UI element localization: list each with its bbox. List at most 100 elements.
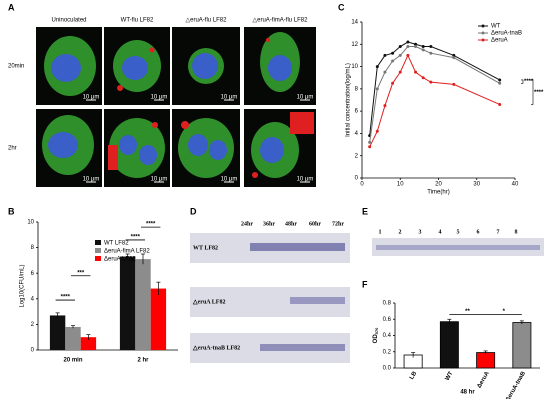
scale-bar-label: 10 μm xyxy=(297,177,314,183)
lane-label: 7 xyxy=(497,229,500,235)
y-tick-label: 0.8 xyxy=(383,301,392,307)
significance-label: *** xyxy=(77,270,85,276)
microscopy-grid xyxy=(36,27,316,187)
panel-label: F xyxy=(362,279,368,289)
y-tick-label: 6 xyxy=(31,271,35,277)
y-tick-label: 8 xyxy=(355,86,359,92)
scale-bar-label: 10 μm xyxy=(221,95,238,101)
bar xyxy=(512,322,532,369)
significance-label: ** xyxy=(465,309,470,315)
y-axis-label: Log10(CFU/mL) xyxy=(20,264,26,307)
y-tick-label: 4 xyxy=(355,131,359,137)
y-axis-label: OD570 xyxy=(373,327,379,343)
point xyxy=(498,81,502,85)
bar xyxy=(119,256,136,350)
lane-label: 5 xyxy=(457,229,460,235)
legend-label: ΔeruA LF82 xyxy=(104,257,136,263)
y-axis-label-main: OD xyxy=(373,334,379,344)
x-axis-label: Time(hr) xyxy=(427,190,449,196)
x-axis-label: 48 hr xyxy=(460,390,475,396)
panel-label: C xyxy=(338,2,345,12)
legend-swatch xyxy=(95,248,101,253)
row-label: △eruA-tnaB LF82 xyxy=(192,344,240,351)
bar xyxy=(476,352,496,369)
column-label: 60hr xyxy=(309,221,321,227)
legend-label: ΔeruA-tnaB xyxy=(491,31,522,37)
column-label: Uninoculated xyxy=(51,18,86,24)
legend-label: WT xyxy=(491,24,501,30)
y-tick-label: 2 xyxy=(355,153,359,159)
y-tick-label: 0.6 xyxy=(383,317,392,323)
point xyxy=(398,70,402,74)
lane-label: 2 xyxy=(399,229,402,235)
row-label: 20min xyxy=(8,64,24,70)
point xyxy=(368,140,372,144)
x-tick-label: 20 min xyxy=(63,358,82,364)
column-label: 36hr xyxy=(263,221,275,227)
panel-label: D xyxy=(190,206,197,216)
point xyxy=(383,104,387,108)
legend-swatch xyxy=(95,240,101,245)
legend-label: ΔeruA-fimA LF82 xyxy=(104,249,150,255)
point xyxy=(498,78,502,82)
lane-label: 3 xyxy=(419,229,422,235)
scale-bar-label: 10 μm xyxy=(151,177,168,183)
column-label: 72hr xyxy=(332,221,344,227)
legend-swatch xyxy=(95,256,101,261)
point xyxy=(429,51,433,55)
significance-label: * xyxy=(503,309,506,315)
point xyxy=(414,70,418,74)
significance-label: **** xyxy=(61,295,71,301)
y-tick-label: 0.4 xyxy=(383,333,392,339)
bar xyxy=(80,337,97,350)
point xyxy=(406,53,410,57)
x-tick-label: WT xyxy=(445,370,455,381)
scale-bar-label: 10 μm xyxy=(297,95,314,101)
y-tick-label: 4 xyxy=(31,296,35,302)
scale-bar-label: 10 μm xyxy=(83,177,100,183)
x-tick-label: 40 xyxy=(512,182,519,188)
significance-label: **** xyxy=(146,222,156,228)
point xyxy=(452,82,456,86)
y-axis-label-sub: 570 xyxy=(374,327,379,334)
point xyxy=(421,45,425,49)
column-label: 48hr xyxy=(285,221,297,227)
x-tick-label: 0 xyxy=(360,182,364,188)
point xyxy=(375,129,379,133)
series-line xyxy=(369,41,500,136)
bar xyxy=(65,326,81,350)
scale-bar-label: 10 μm xyxy=(83,95,100,101)
y-tick-label: 12 xyxy=(351,42,358,48)
row-label: WT LF82 xyxy=(193,245,218,251)
y-tick-label: 0 xyxy=(355,176,359,182)
legend-marker xyxy=(481,31,485,35)
point xyxy=(375,87,379,91)
legend-marker xyxy=(481,24,485,28)
scale-bar-label: 10 μm xyxy=(221,177,238,183)
point xyxy=(398,45,402,49)
panel-label: E xyxy=(362,206,368,216)
bar xyxy=(439,321,459,369)
significance-label: **** xyxy=(524,79,534,85)
point xyxy=(452,53,456,57)
y-tick-label: 0 xyxy=(31,348,35,354)
lane-label: 4 xyxy=(439,229,442,235)
column-label: △eruA-fimA-flu LF82 xyxy=(253,18,309,24)
point xyxy=(383,53,387,57)
point xyxy=(391,81,395,85)
y-tick-label: 10 xyxy=(351,64,358,70)
legend-marker xyxy=(481,38,485,42)
point xyxy=(375,65,379,69)
y-tick-label: 0.2 xyxy=(383,349,392,355)
point xyxy=(498,102,502,106)
bar xyxy=(49,315,66,350)
point xyxy=(406,40,410,44)
point xyxy=(383,70,387,74)
y-axis-label: Initial concentration(log/mL) xyxy=(346,63,352,137)
lane-label: 6 xyxy=(477,229,480,235)
scale-bar-label: 10 μm xyxy=(151,95,168,101)
point xyxy=(429,80,433,84)
significance-bracket xyxy=(521,79,524,84)
point xyxy=(391,51,395,55)
